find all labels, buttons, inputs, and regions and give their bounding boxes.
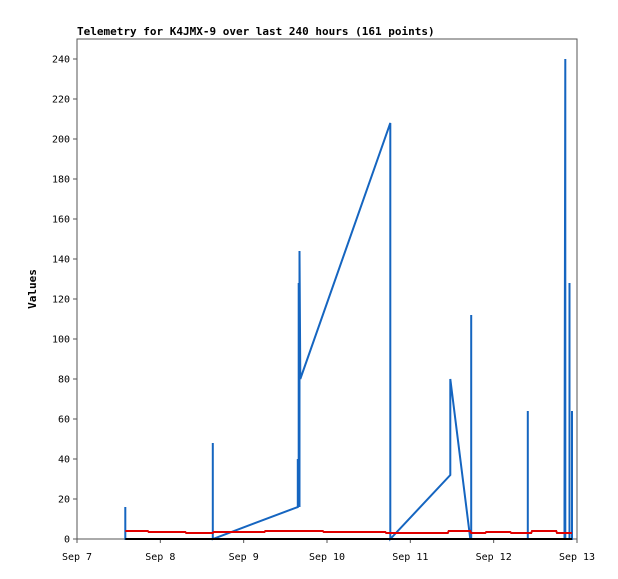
y-tick-label: 140 (52, 255, 70, 266)
x-tick-label: Sep 10 (309, 552, 345, 563)
y-tick-label: 20 (58, 495, 70, 506)
y-tick-label: 240 (52, 55, 70, 66)
y-tick-label: 220 (52, 95, 70, 106)
y-tick-label: 180 (52, 175, 70, 186)
x-axis: Sep 7 Sep 8 Sep 9 Sep 10 Sep 11 Sep 12 Sep 13 (62, 539, 595, 563)
y-tick-label: 120 (52, 295, 70, 306)
x-tick-label: Sep 13 (559, 552, 595, 563)
x-tick-label: Sep 12 (476, 552, 512, 563)
x-tick-label: Sep 7 (62, 552, 92, 563)
y-tick-label: 0 (64, 535, 70, 546)
chart-title: Telemetry for K4JMX-9 over last 240 hour… (77, 25, 435, 38)
x-tick-label: Sep 9 (229, 552, 259, 563)
y-tick-label: 60 (58, 415, 70, 426)
y-tick-label: 80 (58, 375, 70, 386)
series-layer (124, 58, 573, 542)
x-tick-label: Sep 8 (145, 552, 175, 563)
plot-frame (76, 38, 578, 540)
y-tick-label: 100 (52, 335, 70, 346)
y-axis-label: Values (26, 269, 39, 309)
y-tick-label: 160 (52, 215, 70, 226)
series-line-2 (125, 530, 572, 534)
y-tick-label: 40 (58, 455, 70, 466)
x-tick-label: Sep 11 (392, 552, 428, 563)
series-line-1 (124, 58, 573, 542)
y-tick-label: 200 (52, 135, 70, 146)
y-axis: 0 20 40 60 80 100 120 140 160 180 200 220 240 (52, 55, 77, 546)
